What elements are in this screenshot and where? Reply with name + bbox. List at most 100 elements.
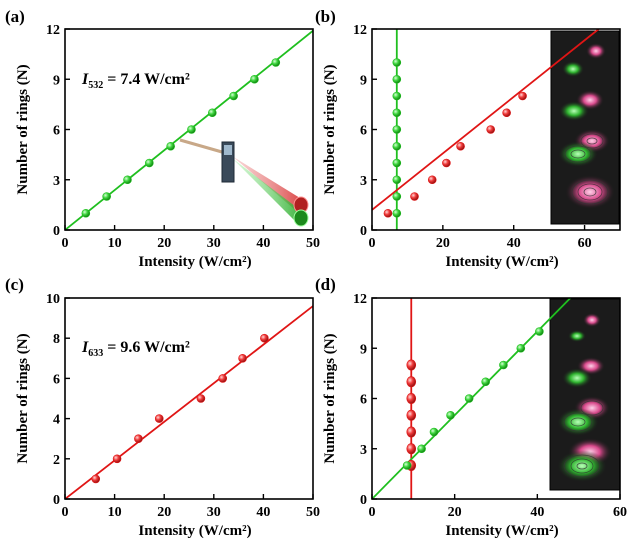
x-tick-label-a-3: 30 <box>207 236 221 251</box>
y-axis-title-c: Number of rings (N) <box>15 333 31 463</box>
fit-line-b-2 <box>372 29 600 211</box>
data-point-a-1-10 <box>271 58 281 67</box>
photo-ring-pink-1 <box>583 313 601 327</box>
y-tick-label-b-1: 3 <box>360 174 367 189</box>
data-point-d-2-6 <box>481 377 490 387</box>
x-axis-title-c: Intensity (W/cm²) <box>138 523 251 539</box>
data-point-a-1-1 <box>81 208 91 218</box>
x-tick-label-b-0: 0 <box>369 236 376 251</box>
x-axis-title-d: Intensity (W/cm²) <box>445 523 558 539</box>
data-point-b-1-2 <box>392 192 402 201</box>
x-tick-label-d-3: 60 <box>613 505 627 520</box>
x-tick-label-a-4: 40 <box>256 236 270 251</box>
x-tick-label-c-2: 20 <box>157 505 171 520</box>
data-point-b-2-2 <box>410 192 419 201</box>
green-ring-spot <box>293 209 309 227</box>
data-point-b-2-5 <box>456 141 465 151</box>
y-tick-label-d-0: 0 <box>360 493 367 508</box>
data-point-c-1-5 <box>196 394 206 403</box>
photo-ring-green-3 <box>558 141 598 167</box>
y-tick-label-b-4: 12 <box>353 23 367 38</box>
inset-beam-schematic <box>179 138 309 227</box>
data-point-b-2-6 <box>486 125 495 134</box>
x-tick-label-c-4: 40 <box>256 505 270 520</box>
y-axis-title-a: Number of rings (N) <box>15 64 31 194</box>
photo-ring-green-2 <box>559 101 589 121</box>
data-point-b-1-5 <box>392 141 402 151</box>
data-point-a-1-6 <box>187 125 196 134</box>
x-tick-label-b-2: 40 <box>507 236 521 251</box>
x-tick-label-c-5: 50 <box>306 505 320 520</box>
data-point-d-1-2 <box>406 443 417 455</box>
data-point-c-1-7 <box>238 353 247 363</box>
data-point-d-2-3 <box>429 427 439 437</box>
x-tick-label-b-1: 20 <box>436 236 450 251</box>
data-point-c-1-8 <box>260 333 269 343</box>
inset-ring-photos-b <box>550 30 620 225</box>
green-beam-cone <box>232 158 300 226</box>
data-point-a-1-3 <box>123 175 132 185</box>
y-tick-label-c-2: 4 <box>53 413 60 428</box>
y-tick-label-b-2: 6 <box>360 124 367 139</box>
annotation-value: = 9.6 W/cm² <box>103 339 190 356</box>
panel-a: 0 10 20 30 40 50 0 3 6 9 12 Intensity (W/cm²) Number… <box>5 7 320 270</box>
data-point-d-2-2 <box>417 444 426 454</box>
data-point-a-1-4 <box>145 158 154 168</box>
data-point-c-1-4 <box>154 414 164 423</box>
panel-label-a: (a) <box>5 7 25 26</box>
x-axis-title-b: Intensity (W/cm²) <box>445 254 558 270</box>
data-point-b-1-9 <box>392 74 402 84</box>
panel-d: 0 20 40 60 0 3 6 9 12 Intensity (W/cm²) Number of … <box>315 275 627 539</box>
x-tick-label-a-5: 50 <box>306 236 320 251</box>
data-point-b-1-3 <box>392 175 402 185</box>
y-tick-label-d-2: 6 <box>360 393 367 408</box>
data-point-d-2-8 <box>516 343 526 353</box>
x-tick-label-d-1: 20 <box>448 505 462 520</box>
panel-label-d: (d) <box>315 275 336 294</box>
data-point-a-1-2 <box>102 192 111 201</box>
fit-line-c-1 <box>65 305 313 499</box>
data-point-b-1-10 <box>392 58 402 67</box>
y-tick-label-a-3: 9 <box>53 73 60 88</box>
threshold-annotation-a: I532 = 7.4 W/cm² <box>81 71 190 91</box>
annotation-symbol: I <box>81 71 89 88</box>
data-point-d-1-7 <box>406 359 417 371</box>
data-point-b-2-1 <box>383 208 393 218</box>
panel-b: 0 20 40 60 0 3 6 9 12 Intensity (W/cm²) Number of … <box>315 7 621 270</box>
data-point-d-1-5 <box>406 392 417 404</box>
data-point-b-1-4 <box>392 158 402 168</box>
data-point-b-1-1 <box>392 208 402 218</box>
photo-ring-pink-1 <box>586 43 606 59</box>
data-point-b-2-7 <box>502 108 511 118</box>
data-point-a-1-7 <box>208 108 217 118</box>
plot-frame-c <box>64 297 314 500</box>
x-tick-label-a-0: 0 <box>62 236 69 251</box>
data-point-c-1-3 <box>134 434 143 444</box>
y-tick-label-a-4: 12 <box>46 23 60 38</box>
x-axis-title-a: Intensity (W/cm²) <box>138 254 251 270</box>
y-tick-label-c-4: 8 <box>53 332 60 347</box>
panel-c: 0 10 20 30 40 50 0 2 4 6 8 10 Intensity (W/cm²) Numbe… <box>5 275 320 539</box>
threshold-annotation-c: I633 = 9.6 W/cm² <box>81 339 190 359</box>
panel-label-c: (c) <box>5 275 24 294</box>
x-tick-label-b-3: 60 <box>578 236 592 251</box>
data-point-a-1-8 <box>229 91 238 101</box>
data-point-d-2-5 <box>464 394 474 403</box>
x-tick-label-d-2: 40 <box>530 505 544 520</box>
y-tick-label-c-1: 2 <box>53 453 60 468</box>
sample-cell-window <box>224 145 232 155</box>
data-point-a-1-5 <box>166 141 175 151</box>
x-tick-label-c-1: 10 <box>108 505 122 520</box>
y-tick-label-b-3: 9 <box>360 73 367 88</box>
annotation-subscript: 633 <box>88 348 103 359</box>
incident-beam <box>179 138 223 154</box>
y-tick-label-c-3: 6 <box>53 372 60 387</box>
data-point-b-2-8 <box>518 91 527 101</box>
x-tick-label-a-2: 20 <box>157 236 171 251</box>
data-point-d-2-4 <box>446 410 455 420</box>
panel-label-b: (b) <box>315 7 336 26</box>
data-point-d-2-9 <box>535 327 544 336</box>
y-axis-title-d: Number of rings (N) <box>322 333 338 463</box>
data-point-c-1-2 <box>112 454 122 464</box>
x-tick-label-a-1: 10 <box>108 236 122 251</box>
